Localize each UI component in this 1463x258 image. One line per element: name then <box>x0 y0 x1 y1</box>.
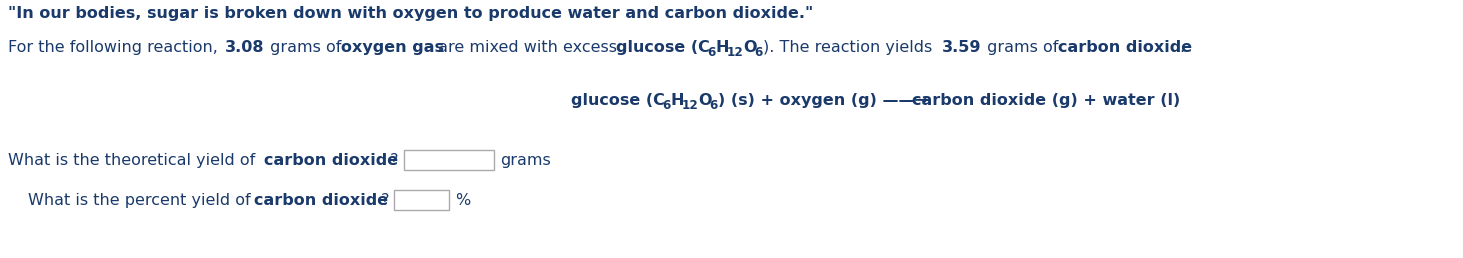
Text: grams: grams <box>500 153 552 168</box>
Bar <box>404 150 494 170</box>
Text: 12: 12 <box>682 100 698 112</box>
Text: carbon dioxide: carbon dioxide <box>1058 40 1192 55</box>
Text: O: O <box>698 93 711 108</box>
Bar <box>395 190 449 210</box>
Text: O: O <box>743 40 756 55</box>
Text: For the following reaction,: For the following reaction, <box>7 40 222 55</box>
Text: grams of: grams of <box>982 40 1064 55</box>
Text: What is the percent yield of: What is the percent yield of <box>28 193 256 208</box>
Text: ?: ? <box>376 193 389 208</box>
Text: 12: 12 <box>727 46 743 60</box>
Text: carbon dioxide: carbon dioxide <box>255 193 389 208</box>
Text: glucose (C: glucose (C <box>616 40 710 55</box>
Text: glucose (C: glucose (C <box>571 93 664 108</box>
Text: oxygen gas: oxygen gas <box>341 40 443 55</box>
Text: 6: 6 <box>755 46 762 60</box>
Text: carbon dioxide (g) + water (l): carbon dioxide (g) + water (l) <box>911 93 1181 108</box>
Text: 6: 6 <box>710 100 718 112</box>
Text: 3.59: 3.59 <box>942 40 982 55</box>
Text: ) (s) + oxygen (g) ——→: ) (s) + oxygen (g) ——→ <box>718 93 928 108</box>
Text: 3.08: 3.08 <box>225 40 265 55</box>
Text: H: H <box>715 40 729 55</box>
Text: %: % <box>455 193 471 208</box>
Text: carbon dioxide: carbon dioxide <box>265 153 398 168</box>
Text: "In our bodies, sugar is broken down with oxygen to produce water and carbon dio: "In our bodies, sugar is broken down wit… <box>7 6 813 21</box>
Text: 6: 6 <box>661 100 670 112</box>
Text: grams of: grams of <box>265 40 347 55</box>
Text: ). The reaction yields: ). The reaction yields <box>762 40 938 55</box>
Text: .: . <box>1179 40 1185 55</box>
Text: What is the theoretical yield of: What is the theoretical yield of <box>7 153 260 168</box>
Text: ?: ? <box>385 153 399 168</box>
Text: are mixed with excess: are mixed with excess <box>433 40 622 55</box>
Text: H: H <box>670 93 683 108</box>
Text: 6: 6 <box>707 46 715 60</box>
